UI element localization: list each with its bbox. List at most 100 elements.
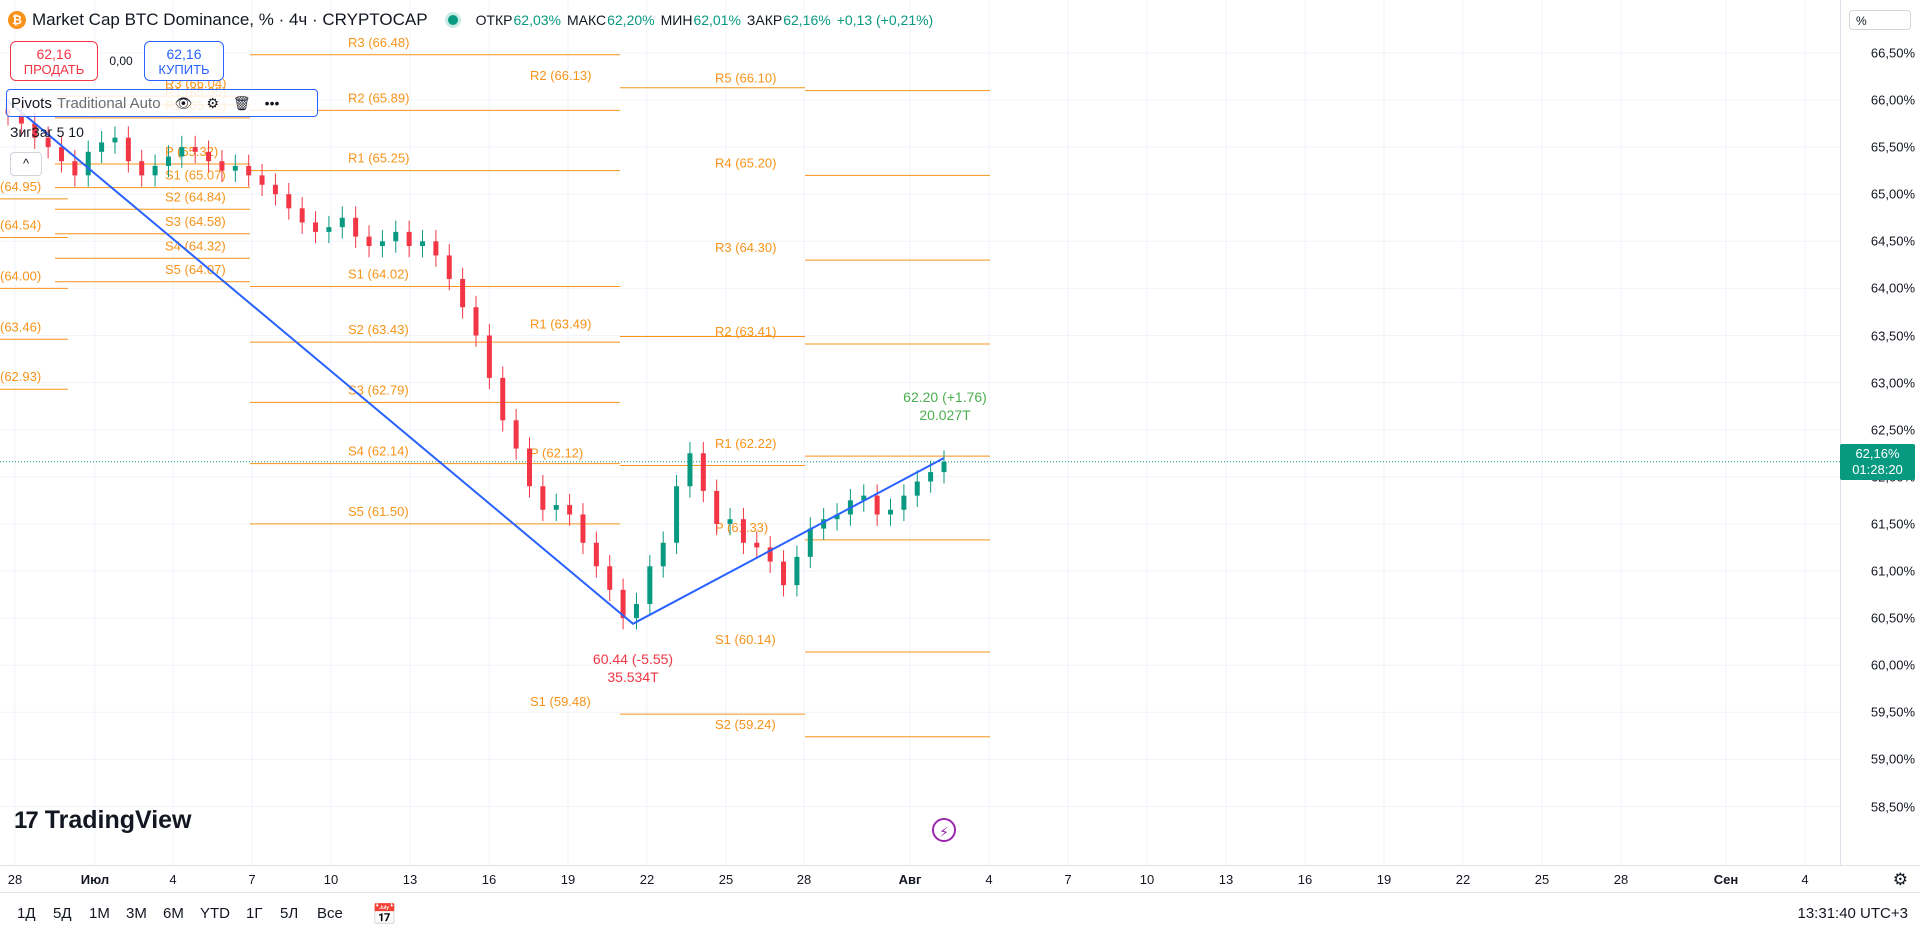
candle-body xyxy=(714,490,720,524)
candle-body xyxy=(219,161,225,171)
price-tick-label: 64,00% xyxy=(1870,280,1915,296)
sell-button[interactable]: 62,16 ПРОДАТЬ xyxy=(10,41,98,81)
pivot-label: (64.54) xyxy=(0,218,41,233)
symbol-header: ₿ Market Cap BTC Dominance, % · 4ч · CRY… xyxy=(8,8,933,32)
pivot-label: S5 (61.50) xyxy=(348,504,409,519)
sell-price: 62,16 xyxy=(36,46,72,62)
range-button[interactable]: 5Д xyxy=(53,905,72,922)
time-tick-label: 19 xyxy=(1376,872,1392,887)
candle-body xyxy=(313,222,319,232)
ohlc-key: МИН xyxy=(660,12,693,28)
pivot-label: (64.95) xyxy=(0,179,41,194)
pivot-label: S3 (64.58) xyxy=(165,214,226,229)
candle-body xyxy=(192,147,198,152)
time-tick-label: Сен xyxy=(1713,872,1739,887)
price-tick-label: 60,50% xyxy=(1870,610,1915,626)
pivot-label: R5 (66.10) xyxy=(715,71,776,86)
zigzag-indicator-legend[interactable]: ЗигЗаг 5 10 xyxy=(10,124,84,140)
tradingview-logo[interactable]: 17 TradingView xyxy=(14,806,192,835)
trash-icon[interactable]: 🗑 xyxy=(232,94,251,111)
candle-body xyxy=(888,509,894,515)
candle-body xyxy=(460,278,466,308)
pivot-label: S4 (64.32) xyxy=(165,238,226,253)
pivot-label: R2 (65.89) xyxy=(348,90,409,105)
candle-body xyxy=(152,165,158,176)
candle-body xyxy=(647,566,653,604)
more-icon[interactable]: ••• xyxy=(264,95,280,111)
symbol-title[interactable]: Market Cap BTC Dominance, % · 4ч · CRYPT… xyxy=(32,10,428,29)
time-tick-label: 16 xyxy=(481,872,497,887)
pivots-params: Traditional Auto xyxy=(56,94,161,112)
candle-body xyxy=(754,542,760,548)
buy-price: 62,16 xyxy=(166,46,202,62)
spread-value: 0,00 xyxy=(109,54,133,68)
zigzag-line xyxy=(7,100,945,625)
range-button[interactable]: 1Д xyxy=(17,905,36,922)
range-button[interactable]: 6М xyxy=(163,905,184,922)
last-price-value: 62,16% xyxy=(1855,445,1900,461)
range-button[interactable]: 1М xyxy=(89,905,110,922)
range-button[interactable]: Все xyxy=(317,905,343,922)
range-button[interactable]: 3М xyxy=(126,905,147,922)
lightning-icon[interactable]: ⚡ xyxy=(932,818,956,842)
tradingview-logo-icon: 17 xyxy=(14,806,39,834)
time-tick-label: 19 xyxy=(560,872,576,887)
pivot-label: R1 (65.25) xyxy=(348,151,409,166)
date-range-icon[interactable]: 📅 xyxy=(372,904,397,926)
ohlc-key: ОТКР xyxy=(475,12,513,28)
pivot-label: S5 (64.07) xyxy=(165,262,226,277)
pivots-indicator-legend[interactable]: Pivots Traditional Auto 👁 ⚙ 🗑 ••• xyxy=(6,89,318,117)
bar-countdown: 01:28:20 xyxy=(1852,461,1903,477)
candle-body xyxy=(526,448,532,487)
candle-body xyxy=(580,514,586,543)
candle-body xyxy=(807,528,813,557)
collapse-legend-button[interactable]: ^ xyxy=(10,152,42,176)
trade-panel: 62,16 ПРОДАТЬ 0,00 62,16 КУПИТЬ xyxy=(10,40,224,82)
buy-button[interactable]: 62,16 КУПИТЬ xyxy=(144,41,224,81)
candle-body xyxy=(433,241,439,256)
range-button[interactable]: 5Л xyxy=(280,905,299,922)
price-tick-label: 59,00% xyxy=(1870,751,1915,767)
candle-body xyxy=(85,151,91,176)
time-tick-label: 16 xyxy=(1297,872,1313,887)
pivot-label: S4 (62.14) xyxy=(348,444,409,459)
price-tick-label: 62,50% xyxy=(1870,422,1915,438)
candle-body xyxy=(740,519,746,543)
time-tick-label: 25 xyxy=(1534,872,1550,887)
settings-icon[interactable]: ⚙ xyxy=(206,94,219,111)
candle-body xyxy=(165,156,171,166)
time-axis[interactable]: ⚙ 28 Июл 4 7 10 13 16 19 22 25 28 Авг 4 7 10 13 16 19 22 25… xyxy=(0,865,1920,893)
price-scale[interactable]: % 66,50% 66,00% 65,50% 65,00% 64,50% 64,00% 63… xyxy=(1840,0,1920,865)
chart-area[interactable]: R1 (65.95)P (65.32)S1 (65.07)S2 (64.84)S… xyxy=(0,0,1840,865)
price-tick-label: 59,50% xyxy=(1870,704,1915,720)
clock[interactable]: 13:31:40 UTC+3 xyxy=(1797,905,1909,922)
scale-unit-select[interactable]: % xyxy=(1849,10,1911,30)
price-chart[interactable]: R1 (65.95)P (65.32)S1 (65.07)S2 (64.84)S… xyxy=(0,0,1840,865)
candle-body xyxy=(139,161,145,176)
sell-label: ПРОДАТЬ xyxy=(23,62,85,77)
candle-body xyxy=(794,556,800,586)
range-button[interactable]: YTD xyxy=(200,905,230,922)
time-tick-label: 4 xyxy=(169,872,177,887)
eye-icon[interactable]: 👁 xyxy=(174,94,193,111)
candle-body xyxy=(874,495,880,515)
candle-body xyxy=(286,194,292,209)
candle-body xyxy=(607,566,613,590)
candle-body xyxy=(366,236,372,247)
candle-body xyxy=(861,495,867,501)
pivot-label: S1 (59.48) xyxy=(530,694,591,709)
range-button[interactable]: 1Г xyxy=(246,905,263,922)
pivot-label: R1 (63.49) xyxy=(530,316,591,331)
ohlc-value: 62,01% xyxy=(693,12,741,28)
candle-body xyxy=(660,542,666,567)
candle-body xyxy=(206,151,212,162)
last-price-label: 62,16% 01:28:20 xyxy=(1840,443,1915,480)
price-tick-label: 61,00% xyxy=(1870,563,1915,579)
zigzag-high-label: 62.20 (+1.76) xyxy=(903,389,987,405)
time-tick-label: 25 xyxy=(718,872,734,887)
time-tick-label: 22 xyxy=(639,872,655,887)
scale-settings-icon[interactable]: ⚙ xyxy=(1892,870,1908,889)
candle-body xyxy=(18,114,24,124)
ohlc-key: ЗАКР xyxy=(746,12,783,28)
candle-body xyxy=(72,161,78,176)
